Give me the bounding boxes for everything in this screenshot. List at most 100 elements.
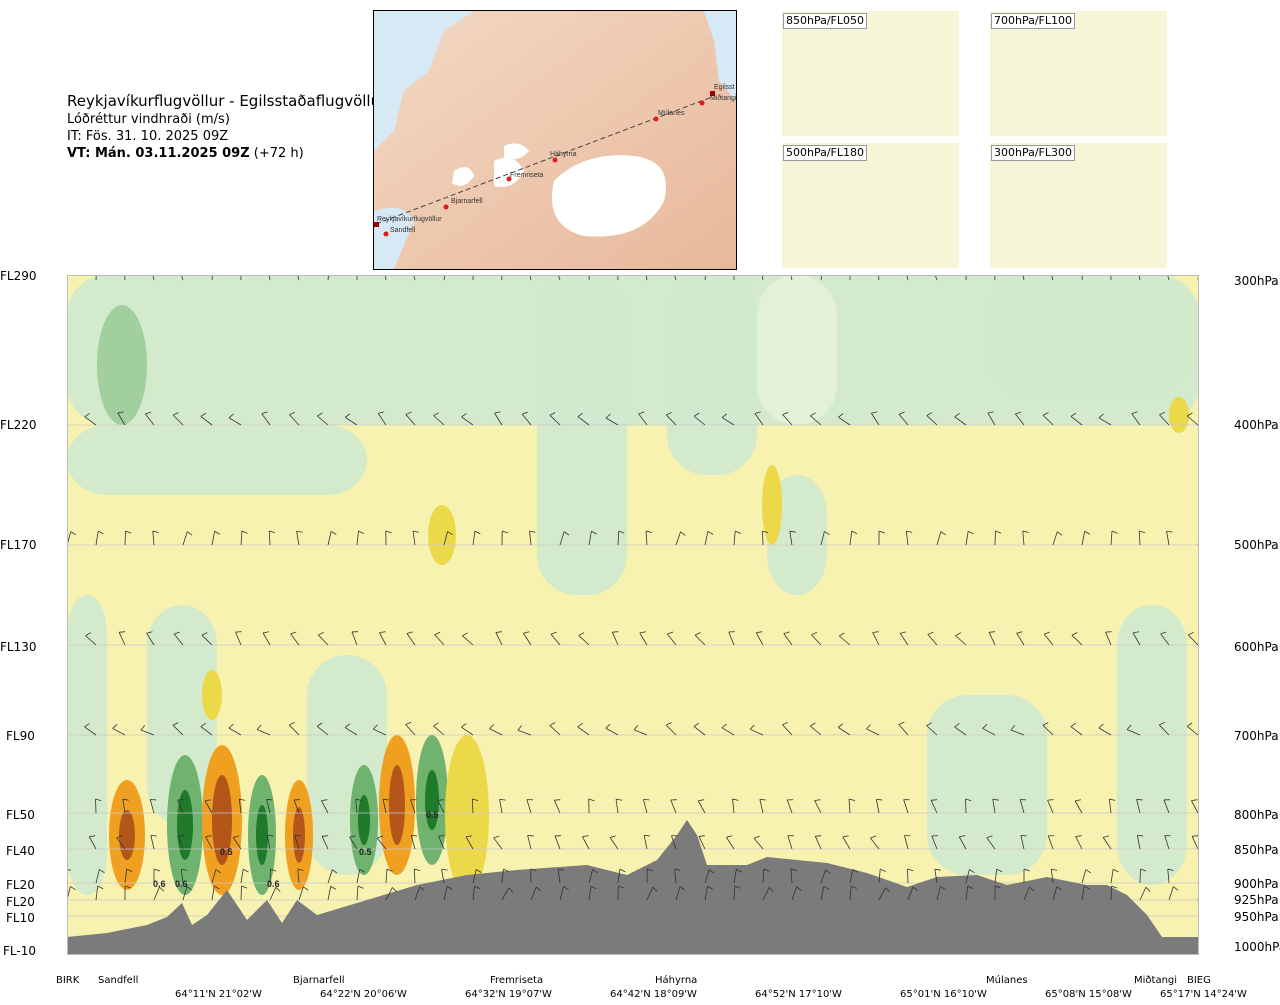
wind-barb (385, 868, 393, 884)
hpa-label: 400hPa (1234, 418, 1279, 432)
wind-barb (878, 530, 885, 545)
wind-barb (356, 885, 364, 901)
fl-label: FL90 (6, 729, 35, 743)
wind-barb (820, 275, 823, 281)
fl-label: FL40 (6, 844, 35, 858)
downdraft-area (147, 605, 217, 825)
wind-barb (965, 869, 975, 884)
wind-barb (820, 869, 831, 884)
velocity-cell (425, 770, 439, 830)
wind-barb (297, 868, 304, 884)
thumbnail-500[interactable]: 500hPa/FL180 (782, 143, 959, 268)
hpa-label: 700hPa (1234, 729, 1279, 743)
thumbnail-850[interactable]: 850hPa/FL050 (782, 11, 959, 136)
wind-barb (633, 724, 648, 736)
wind-barb (200, 412, 213, 426)
wind-barb (820, 531, 830, 546)
contour-label: 0.5 (220, 847, 233, 857)
wind-barb (588, 275, 590, 281)
wind-barb (577, 722, 590, 736)
wind-barb (693, 722, 706, 736)
downdraft-area (97, 305, 147, 425)
downdraft-area (667, 275, 757, 475)
wind-barb (790, 275, 793, 281)
wind-barb (124, 885, 131, 900)
wind-barb (501, 887, 514, 901)
wind-barb (643, 834, 651, 850)
velocity-cell (428, 505, 456, 565)
wind-barb (327, 275, 330, 281)
wind-barb (1138, 275, 1141, 281)
wind-barb (268, 530, 276, 546)
wind-barb (1019, 799, 1027, 814)
location-label: BIRK (56, 975, 80, 986)
wind-barb (182, 531, 193, 546)
wind-barb (356, 530, 365, 546)
map-label-hahyrna: Háhyrna (550, 151, 577, 158)
wind-barb (665, 722, 677, 736)
wind-barb (588, 885, 597, 901)
wind-barb (697, 799, 706, 814)
map-label-mulanes: Múlanes (658, 110, 685, 117)
wind-barb (1159, 411, 1170, 426)
wind-barb (443, 275, 446, 281)
coordinate-label: 64°11'N 21°02'W (175, 989, 262, 1000)
hpa-label: 1000hPa (1234, 940, 1280, 954)
wind-barb (493, 835, 503, 850)
title-block: Reykjavíkurflugvöllur - Egilsstaðaflugvö… (67, 92, 386, 162)
wind-barb (588, 869, 598, 884)
wind-barb (955, 632, 967, 646)
coordinate-label: 64°22'N 20°06'W (320, 989, 407, 1000)
wind-barb (501, 275, 503, 281)
velocity-cell (212, 775, 232, 865)
wind-barb (1167, 868, 1174, 884)
wind-barb (754, 411, 764, 426)
thumbnail-700[interactable]: 700hPa/FL100 (990, 11, 1167, 136)
map-label-reykjavik: Reykjavíkurflugvöllur (377, 216, 442, 223)
wind-barb (1081, 885, 1090, 901)
wind-barb (1186, 722, 1199, 736)
coordinate-label: 65°17'N 14°24'W (1160, 989, 1247, 1000)
wind-barb (759, 798, 766, 814)
wind-barb (462, 632, 474, 646)
wind-barb (994, 275, 996, 281)
wind-barb (786, 799, 794, 814)
wind-barb (726, 835, 735, 850)
wind-barb (1022, 275, 1025, 281)
wind-barb (789, 530, 796, 546)
wind-barb (557, 275, 561, 281)
wind-barb (762, 887, 774, 901)
wind-barb (761, 275, 764, 281)
wind-barb (406, 631, 416, 646)
velocity-cell (358, 795, 370, 845)
contour-label: 0.6 (267, 879, 280, 889)
downdraft-area (1117, 605, 1187, 885)
wind-barb (671, 835, 678, 850)
wind-barb (992, 798, 999, 814)
wind-barb (849, 530, 858, 546)
wind-barb (866, 724, 880, 736)
wind-barb (228, 723, 242, 736)
wind-barb (297, 275, 300, 281)
wind-barb (1110, 275, 1112, 281)
wind-barb (461, 723, 474, 736)
wind-barb (443, 886, 453, 901)
wind-barb (344, 723, 358, 736)
wind-barb (413, 275, 416, 281)
wind-barb (205, 835, 213, 850)
hpa-label: 300hPa (1234, 274, 1279, 288)
wind-barb (327, 885, 337, 901)
wind-barb (958, 835, 967, 850)
location-label: Sandfell (98, 975, 139, 986)
wind-barb (849, 885, 857, 901)
wind-barb (1070, 722, 1083, 736)
wind-barb (965, 798, 972, 814)
wind-barb (1098, 723, 1112, 736)
wind-barb (704, 530, 714, 546)
wind-barb (782, 721, 793, 736)
thumbnail-300[interactable]: 300hPa/FL300 (990, 143, 1167, 268)
wind-barb (994, 885, 1001, 900)
wind-barb (201, 632, 213, 646)
downdraft-area (67, 425, 367, 495)
wind-barb (1110, 868, 1119, 884)
